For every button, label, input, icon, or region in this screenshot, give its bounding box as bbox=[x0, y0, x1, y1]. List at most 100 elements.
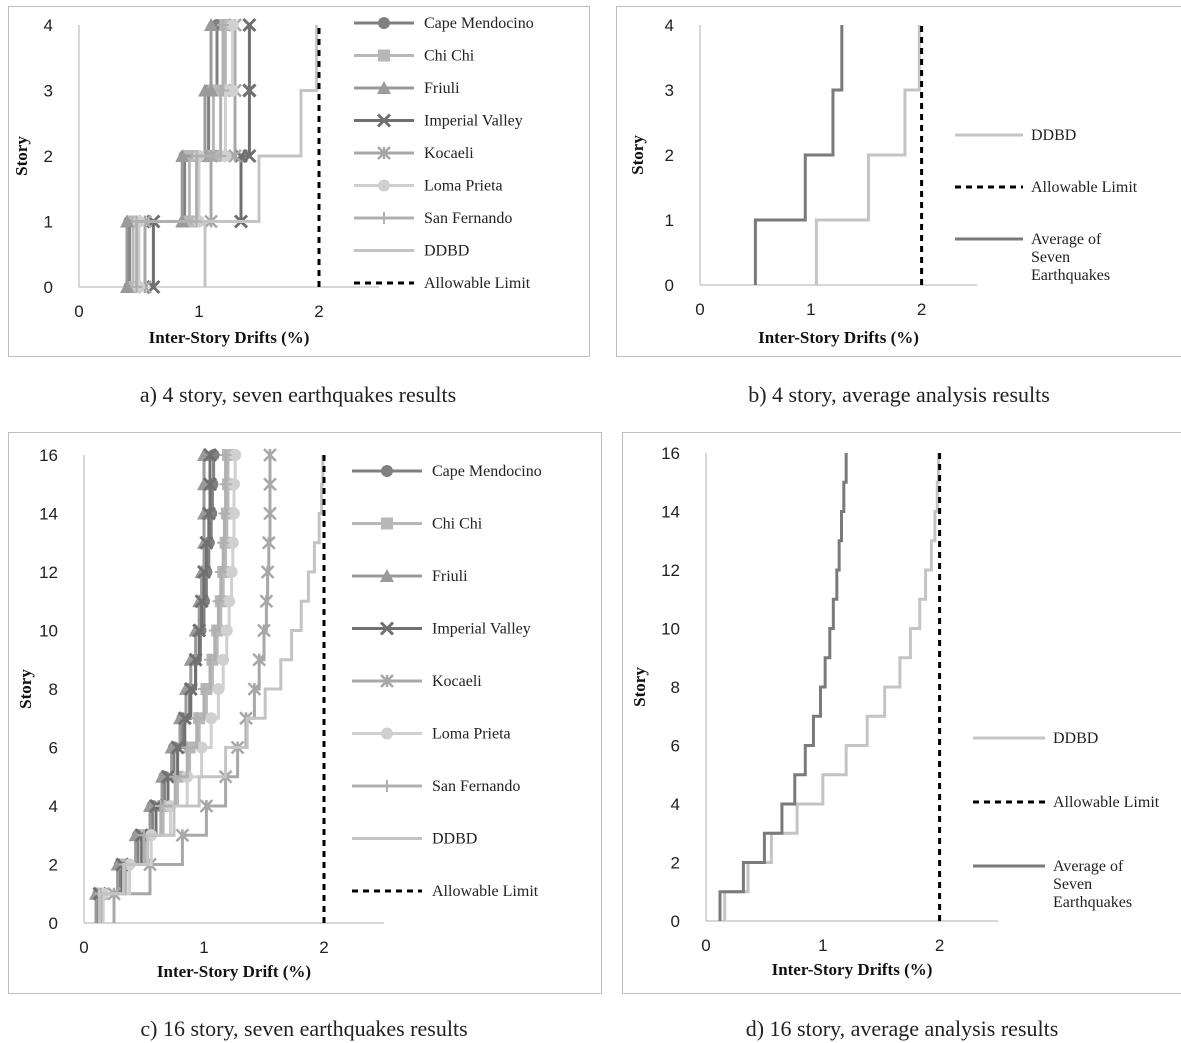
legend-label: Cape Mendocino bbox=[424, 15, 534, 32]
legend-label: Allowable Limit bbox=[424, 275, 531, 292]
legend-label-line: San Fernando bbox=[424, 210, 512, 227]
x-tick-label: 0 bbox=[695, 300, 704, 319]
y-tick-label: 2 bbox=[671, 854, 680, 873]
legend-label-line: Chi Chi bbox=[424, 48, 475, 65]
legend-item-friuli: Friuli bbox=[352, 568, 468, 585]
legend-label: Allowable Limit bbox=[1053, 794, 1160, 811]
chart-panel-d: 0 2 4 6 8 10 12 14 16 0 1 2 Inter-Story Drifts (%) St… bbox=[622, 432, 1181, 994]
legend-label-line: Loma Prieta bbox=[432, 726, 511, 743]
legend-item-chi-chi: Chi Chi bbox=[352, 516, 483, 533]
legend-item-kocaeli: Kocaeli bbox=[354, 145, 474, 162]
legend-label: Allowable Limit bbox=[1031, 179, 1138, 196]
legend-label-line: Average of bbox=[1031, 231, 1102, 248]
legend-label-line: Average of bbox=[1053, 858, 1124, 875]
legend-label: Cape Mendocino bbox=[432, 463, 542, 480]
y-tick-label: 1 bbox=[665, 211, 674, 230]
legend-item-allowable-limit: Allowable Limit bbox=[354, 275, 531, 292]
x-tick-label: 0 bbox=[79, 938, 88, 957]
y-tick-label: 2 bbox=[49, 856, 58, 875]
caption-c: c) 16 story, seven earthquakes results bbox=[8, 1016, 600, 1042]
series-average-of-seven-earthquakes bbox=[755, 25, 841, 285]
data-point bbox=[258, 625, 270, 637]
legend-marker bbox=[378, 17, 390, 29]
y-tick-label: 0 bbox=[665, 276, 674, 295]
data-point bbox=[205, 712, 217, 724]
legend-item-chi-chi: Chi Chi bbox=[354, 48, 475, 65]
legend-item-allowable-limit: Allowable Limit bbox=[352, 883, 539, 900]
y-tick-label: 16 bbox=[661, 444, 680, 463]
legend-label: DDBD bbox=[432, 831, 477, 848]
x-axis-label: Inter-Story Drift (%) bbox=[157, 962, 311, 981]
y-axis-label: Story bbox=[628, 135, 647, 175]
y-tick-label: 12 bbox=[39, 563, 58, 582]
x-tick-label: 1 bbox=[194, 302, 203, 321]
legend-label: Kocaeli bbox=[424, 145, 474, 162]
legend-marker bbox=[378, 50, 390, 62]
x-axis-label: Inter-Story Drifts (%) bbox=[758, 328, 919, 347]
y-axis-label: Story bbox=[630, 667, 649, 707]
legend-marker bbox=[378, 180, 390, 192]
y-tick-label: 14 bbox=[39, 505, 58, 524]
legend-label-line: Earthquakes bbox=[1053, 894, 1132, 911]
x-axis-label: Inter-Story Drifts (%) bbox=[772, 960, 933, 979]
legend-label: Chi Chi bbox=[432, 516, 483, 533]
data-point bbox=[217, 654, 229, 666]
chart-panel-b: 0 1 2 3 4 0 1 2 Inter-Story Drifts (%) Story DDBD A… bbox=[616, 6, 1181, 357]
legend-item-ddbd: DDBD bbox=[973, 730, 1098, 747]
legend-item-friuli: Friuli bbox=[354, 80, 460, 97]
x-tick-label: 1 bbox=[199, 938, 208, 957]
data-point bbox=[223, 595, 235, 607]
y-tick-label: 0 bbox=[44, 278, 53, 297]
legend-marker bbox=[381, 518, 393, 530]
legend-label-line: Loma Prieta bbox=[424, 178, 503, 195]
legend-item-san-fernando: San Fernando bbox=[352, 778, 520, 795]
y-tick-label: 4 bbox=[665, 16, 674, 35]
series-loma-prieta bbox=[97, 449, 241, 923]
chart-panel-c: 0 2 4 6 8 10 12 14 16 0 1 2 Inter-Story Drift (%) Sto… bbox=[8, 432, 602, 994]
legend-marker bbox=[378, 212, 390, 224]
legend-label: DDBD bbox=[1053, 730, 1098, 747]
legend-item-allowable-limit: Allowable Limit bbox=[955, 179, 1138, 196]
legend-marker bbox=[381, 780, 393, 792]
legend-label: Friuli bbox=[432, 568, 468, 585]
legend-label: Allowable Limit bbox=[432, 883, 539, 900]
x-tick-label: 0 bbox=[74, 302, 83, 321]
legend-label-line: DDBD bbox=[1053, 730, 1098, 747]
y-tick-label: 10 bbox=[661, 620, 680, 639]
legend-label-line: Friuli bbox=[432, 568, 468, 585]
legend-label-line: Friuli bbox=[424, 80, 460, 97]
data-point bbox=[212, 683, 224, 695]
y-tick-label: 6 bbox=[49, 739, 58, 758]
series-average-of-seven-earthquakes bbox=[720, 453, 846, 921]
y-tick-label: 2 bbox=[665, 146, 674, 165]
legend-label-line: Allowable Limit bbox=[424, 275, 531, 292]
y-tick-label: 6 bbox=[671, 737, 680, 756]
x-tick-label: 2 bbox=[917, 300, 926, 319]
data-point bbox=[264, 449, 276, 461]
y-tick-label: 12 bbox=[661, 561, 680, 580]
x-axis-label: Inter-Story Drifts (%) bbox=[149, 328, 310, 347]
data-point bbox=[263, 537, 275, 549]
legend-item-allowable-limit: Allowable Limit bbox=[973, 794, 1160, 811]
series-ddbd bbox=[725, 453, 939, 921]
legend-label: Chi Chi bbox=[424, 48, 475, 65]
data-point bbox=[264, 508, 276, 520]
y-tick-label: 8 bbox=[671, 678, 680, 697]
chart-d-svg: 02468101214160 1 2Inter-Story Drifts (%)St… bbox=[623, 433, 1181, 993]
y-tick-label: 3 bbox=[44, 82, 53, 101]
legend-label: San Fernando bbox=[432, 778, 520, 795]
legend-item-ddbd: DDBD bbox=[955, 127, 1076, 144]
legend-label: Imperial Valley bbox=[424, 113, 523, 130]
legend-label-line: Allowable Limit bbox=[1053, 794, 1160, 811]
legend-label: Average of Seven Earthquakes bbox=[1031, 231, 1110, 284]
data-point bbox=[226, 566, 238, 578]
legend-label-line: Cape Mendocino bbox=[424, 15, 534, 32]
legend-label-line: Allowable Limit bbox=[1031, 179, 1138, 196]
caption-b: b) 4 story, average analysis results bbox=[616, 382, 1181, 408]
legend-item-average-of-seven-earthquakes: Average of Seven Earthquakes bbox=[955, 231, 1110, 284]
data-point bbox=[221, 625, 233, 637]
y-tick-label: 2 bbox=[44, 147, 53, 166]
x-tick-label: 2 bbox=[935, 936, 944, 955]
data-point bbox=[262, 566, 274, 578]
